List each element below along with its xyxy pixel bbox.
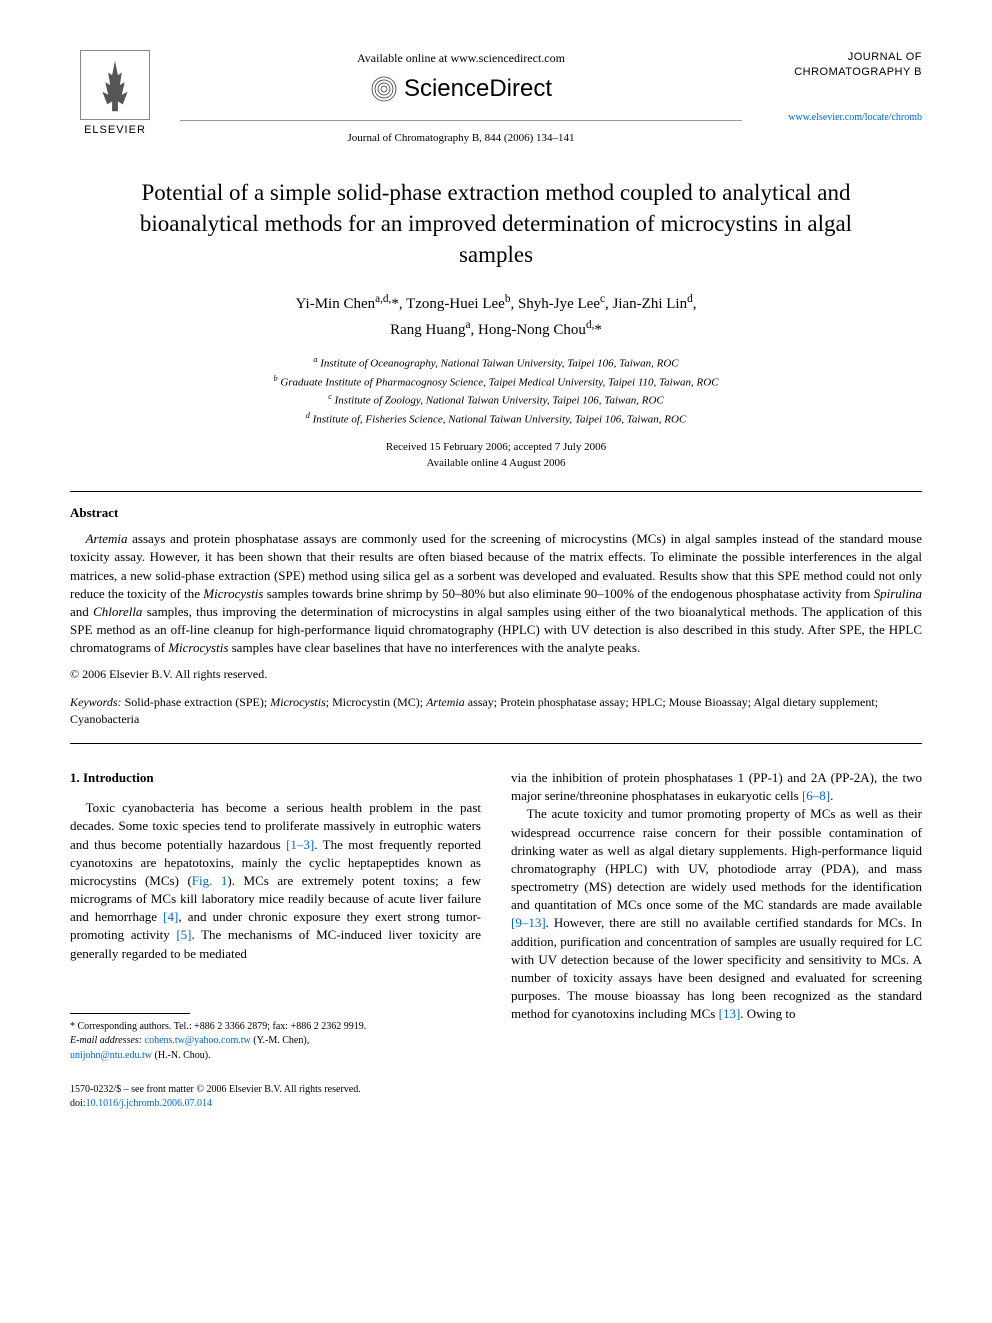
- elsevier-tree-icon: [80, 50, 150, 120]
- doi-line: doi:10.1016/j.jchromb.2006.07.014: [70, 1097, 481, 1111]
- affiliation-d: d Institute of, Fisheries Science, Natio…: [70, 410, 922, 429]
- intro-para-2a: via the inhibition of protein phosphatas…: [511, 769, 922, 805]
- journal-citation: Journal of Chromatography B, 844 (2006) …: [180, 131, 742, 146]
- body-columns: 1. Introduction Toxic cyanobacteria has …: [70, 769, 922, 1111]
- footnote-separator: [70, 1013, 190, 1014]
- online-date: Available online 4 August 2006: [70, 456, 922, 471]
- affiliation-a: a Institute of Oceanography, National Ta…: [70, 354, 922, 373]
- journal-name-block: JOURNAL OF CHROMATOGRAPHY B www.elsevier…: [762, 50, 922, 125]
- journal-name-line2: CHROMATOGRAPHY B: [762, 65, 922, 80]
- journal-name-line1: JOURNAL OF: [762, 50, 922, 65]
- fingerprint-icon: [370, 75, 398, 103]
- affiliations: a Institute of Oceanography, National Ta…: [70, 354, 922, 428]
- authors-list: Yi-Min Chena,d,*, Tzong-Huei Leeb, Shyh-…: [70, 290, 922, 342]
- keywords: Keywords: Solid-phase extraction (SPE); …: [70, 694, 922, 728]
- right-column: via the inhibition of protein phosphatas…: [511, 769, 922, 1111]
- affiliation-b: b Graduate Institute of Pharmacognosy Sc…: [70, 373, 922, 392]
- intro-para-2b: The acute toxicity and tumor promoting p…: [511, 805, 922, 1023]
- page-footer: 1570-0232/$ – see front matter © 2006 El…: [70, 1083, 481, 1111]
- elsevier-logo-block: ELSEVIER: [70, 50, 160, 138]
- paper-title: Potential of a simple solid-phase extrac…: [110, 177, 882, 270]
- abstract-bottom-rule: [70, 743, 922, 744]
- issn-line: 1570-0232/$ – see front matter © 2006 El…: [70, 1083, 481, 1097]
- corr-author-line: * Corresponding authors. Tel.: +886 2 33…: [70, 1020, 481, 1035]
- received-date: Received 15 February 2006; accepted 7 Ju…: [70, 440, 922, 455]
- abstract-text: Artemia assays and protein phosphatase a…: [70, 530, 922, 657]
- keywords-label: Keywords:: [70, 695, 122, 709]
- email-1-who: (Y.-M. Chen),: [253, 1035, 309, 1046]
- center-header: Available online at www.sciencedirect.co…: [160, 50, 762, 147]
- intro-para-1: Toxic cyanobacteria has become a serious…: [70, 799, 481, 963]
- abstract-copyright: © 2006 Elsevier B.V. All rights reserved…: [70, 666, 922, 683]
- elsevier-label: ELSEVIER: [84, 123, 146, 138]
- email-2-who: (H.-N. Chou).: [154, 1050, 210, 1061]
- sciencedirect-brand: ScienceDirect: [180, 72, 742, 106]
- doi-label: doi:: [70, 1098, 86, 1109]
- available-online-text: Available online at www.sciencedirect.co…: [180, 50, 742, 67]
- journal-url[interactable]: www.elsevier.com/locate/chromb: [762, 111, 922, 125]
- email-line: E-mail addresses: cohens.tw@yahoo.com.tw…: [70, 1034, 481, 1049]
- email-line-2: unijohn@ntu.edu.tw (H.-N. Chou).: [70, 1049, 481, 1064]
- abstract-top-rule: [70, 491, 922, 492]
- journal-header: ELSEVIER Available online at www.science…: [70, 50, 922, 147]
- header-rule: [180, 120, 742, 121]
- email-2[interactable]: unijohn@ntu.edu.tw: [70, 1050, 152, 1061]
- email-1[interactable]: cohens.tw@yahoo.com.tw: [145, 1035, 251, 1046]
- corresponding-footnote: * Corresponding authors. Tel.: +886 2 33…: [70, 1020, 481, 1064]
- affiliation-c: c Institute of Zoology, National Taiwan …: [70, 391, 922, 410]
- left-column: 1. Introduction Toxic cyanobacteria has …: [70, 769, 481, 1111]
- email-label: E-mail addresses:: [70, 1035, 142, 1046]
- doi-value[interactable]: 10.1016/j.jchromb.2006.07.014: [86, 1098, 212, 1109]
- intro-heading: 1. Introduction: [70, 769, 481, 787]
- sciencedirect-title: ScienceDirect: [404, 72, 552, 106]
- abstract-heading: Abstract: [70, 504, 922, 522]
- keywords-text: Solid-phase extraction (SPE); Microcysti…: [70, 695, 878, 726]
- manuscript-dates: Received 15 February 2006; accepted 7 Ju…: [70, 440, 922, 471]
